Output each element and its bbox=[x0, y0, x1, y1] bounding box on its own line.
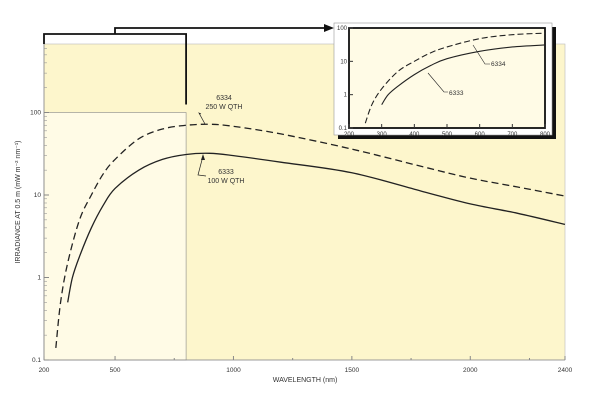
annotation-6333-model: 6333 bbox=[218, 169, 234, 176]
inset-y-tick-label: 10 bbox=[340, 59, 347, 65]
inset-y-tick-label: 100 bbox=[337, 26, 348, 32]
annotation-6334-pointer bbox=[198, 112, 206, 125]
y-axis-label: IRRADIANCE AT 0.5 m (mW m⁻² nm⁻¹) bbox=[15, 140, 22, 263]
y-tick-label: 100 bbox=[30, 110, 41, 117]
inset-label-6334: 6334 bbox=[491, 61, 506, 68]
x-tick-label: 2400 bbox=[558, 367, 573, 374]
inset-series-line-6334 bbox=[364, 32, 546, 124]
y-tick-label: 10 bbox=[34, 192, 42, 199]
inset-y-tick-label: 0.1 bbox=[339, 126, 348, 132]
inset-x-tick-label: 700 bbox=[507, 132, 518, 138]
inset-pointer-6334 bbox=[472, 44, 490, 65]
inset-x-tick-label: 200 bbox=[344, 132, 355, 138]
inset-pointer-6333 bbox=[427, 72, 448, 93]
annotation-6334-model: 6334 bbox=[216, 95, 232, 102]
inset-x-tick-label: 600 bbox=[475, 132, 486, 138]
zoom-arrow-head bbox=[324, 24, 334, 32]
inset-x-tick-label: 800 bbox=[540, 132, 551, 138]
x-tick-label: 200 bbox=[39, 367, 50, 374]
annotation-6334-desc: 250 W QTH bbox=[206, 104, 243, 111]
inset-series-line-6333 bbox=[381, 44, 546, 106]
x-tick-label: 2000 bbox=[463, 367, 478, 374]
x-tick-label: 500 bbox=[110, 367, 121, 374]
zoom-arrow-line bbox=[114, 27, 326, 34]
x-tick-label: 1500 bbox=[345, 367, 360, 374]
x-tick-label: 1000 bbox=[226, 367, 241, 374]
inset-label-6333: 6333 bbox=[449, 90, 464, 97]
y-tick-label: 1 bbox=[37, 275, 41, 282]
inset-y-tick-label: 1 bbox=[344, 93, 348, 99]
inset-x-tick-label: 500 bbox=[442, 132, 453, 138]
x-axis-label: WAVELENGTH (nm) bbox=[273, 377, 338, 384]
inset-x-tick-label: 400 bbox=[409, 132, 420, 138]
inset-x-tick-label: 300 bbox=[377, 132, 388, 138]
y-tick-label: 0.1 bbox=[32, 357, 41, 364]
annotation-6333-arrowhead bbox=[201, 154, 205, 160]
inset-plot-area bbox=[348, 27, 546, 129]
annotation-6333-desc: 100 W QTH bbox=[208, 178, 245, 185]
annotation-6333-pointer bbox=[197, 155, 207, 177]
series-line-6333 bbox=[67, 152, 566, 303]
zoom-region-highlight bbox=[43, 112, 187, 361]
